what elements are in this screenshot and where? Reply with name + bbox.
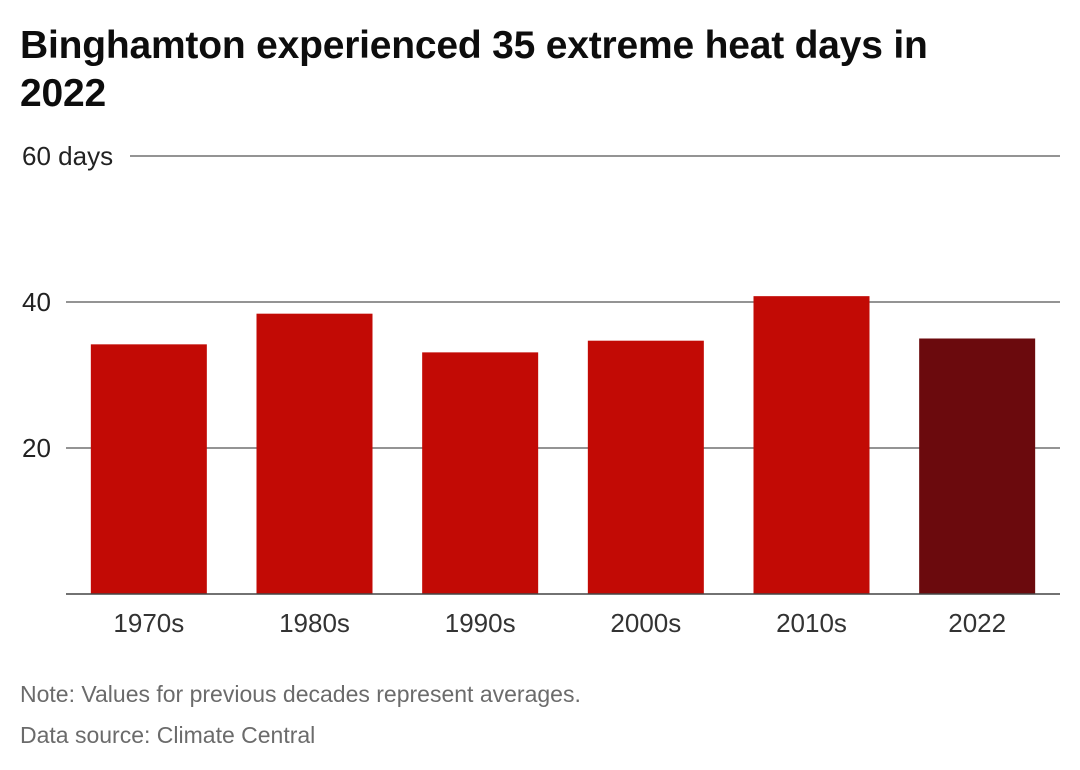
y-tick-label: 40 <box>22 287 51 317</box>
x-tick-label: 1980s <box>279 608 350 638</box>
axis-labels: 20 40 60 days 1970s 1980s 1990s 2000s 2010s 2022 <box>22 141 1006 638</box>
chart-note: Note: Values for previous decades repres… <box>20 681 581 707</box>
bar-1980s <box>256 313 373 594</box>
x-tick-label: 1990s <box>445 608 516 638</box>
bar-2000s <box>587 340 704 594</box>
x-tick-label: 2000s <box>610 608 681 638</box>
bar-1970s <box>90 344 207 594</box>
bar-1990s <box>422 352 539 594</box>
bars <box>90 296 1036 594</box>
x-tick-label: 2022 <box>948 608 1006 638</box>
bar-chart: 20 40 60 days 1970s 1980s 1990s 2000s 2010s 2022 <box>22 141 1060 638</box>
y-tick-label: 60 days <box>22 141 113 171</box>
y-tick-label: 20 <box>22 433 51 463</box>
bar-2022 <box>919 338 1036 594</box>
x-tick-label: 2010s <box>776 608 847 638</box>
bar-2010s <box>753 296 870 594</box>
x-tick-label: 1970s <box>113 608 184 638</box>
gridlines <box>66 155 1060 449</box>
data-source: Data source: Climate Central <box>20 722 316 748</box>
chart-title: Binghamton experienced 35 extreme heat d… <box>20 24 928 115</box>
